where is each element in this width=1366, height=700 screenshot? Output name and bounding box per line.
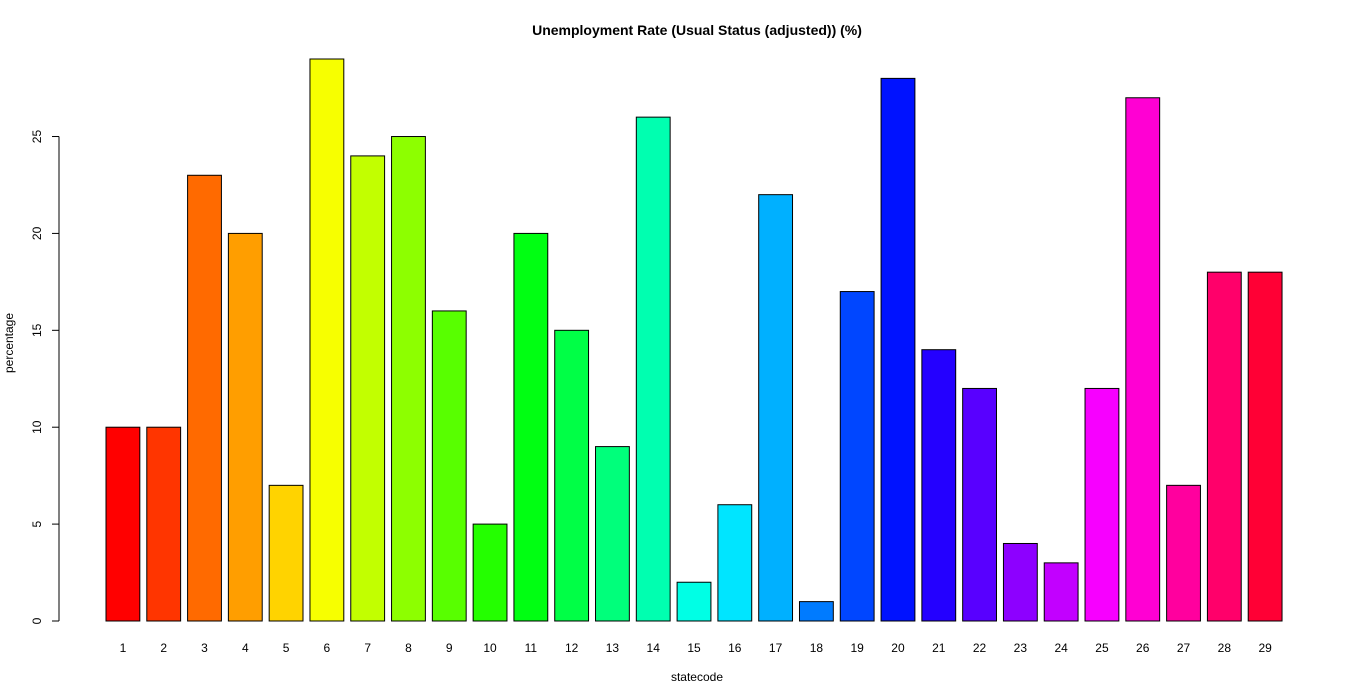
- y-tick-label: 10: [30, 420, 44, 434]
- y-tick-label: 15: [30, 323, 44, 337]
- bar-27: [1166, 484, 1201, 622]
- y-tick-label: 0: [30, 617, 44, 624]
- bar-29: [1247, 271, 1283, 622]
- x-tick-label: 15: [687, 641, 701, 655]
- x-tick-label: 21: [932, 641, 946, 655]
- bar-22: [962, 387, 997, 622]
- bar-17: [758, 194, 794, 622]
- bar-21: [921, 349, 957, 622]
- chart-title: Unemployment Rate (Usual Status (adjuste…: [532, 22, 862, 38]
- bar-15: [676, 581, 712, 622]
- bar-16: [717, 504, 753, 622]
- y-tick-label: 25: [30, 130, 44, 144]
- x-tick-label: 29: [1258, 641, 1272, 655]
- bar-9: [431, 310, 467, 622]
- x-tick-label: 26: [1136, 641, 1150, 655]
- bar-4: [227, 232, 263, 622]
- bar-10: [472, 523, 508, 622]
- y-axis-label: percentage: [2, 313, 16, 373]
- bars-group: [105, 58, 1283, 622]
- bar-25: [1084, 387, 1120, 622]
- x-tick-label: 14: [647, 641, 661, 655]
- bar-24: [1043, 562, 1079, 622]
- bar-2: [146, 426, 182, 622]
- bar-19: [839, 291, 875, 622]
- y-tick-label: 5: [30, 520, 44, 527]
- y-tick-label: 20: [30, 226, 44, 240]
- x-tick-label: 27: [1177, 641, 1191, 655]
- x-tick-label: 10: [483, 641, 497, 655]
- bar-26: [1125, 97, 1161, 622]
- x-tick-label: 20: [891, 641, 905, 655]
- x-tick-label: 8: [405, 641, 412, 655]
- x-axis-label: statecode: [671, 670, 723, 684]
- x-tick-label: 12: [565, 641, 579, 655]
- x-tick-label: 24: [1054, 641, 1068, 655]
- bar-1: [105, 426, 141, 622]
- x-tick-label: 4: [242, 641, 249, 655]
- x-tick-label: 9: [446, 641, 453, 655]
- x-tick-label: 25: [1095, 641, 1109, 655]
- x-tick-label: 13: [606, 641, 620, 655]
- bar-11: [513, 232, 549, 622]
- x-tick-label: 7: [364, 641, 371, 655]
- bar-14: [635, 116, 671, 622]
- x-tick-label: 5: [283, 641, 290, 655]
- bar-28: [1206, 271, 1242, 622]
- x-axis-tick-labels: 1 2 3 4 5 6 7 8 9 10 11 12 13 14 15 16 17 18 19 20 21 22 23 24 2…: [120, 641, 1273, 655]
- bar-23: [1002, 542, 1038, 622]
- bar-5: [268, 484, 304, 622]
- bar-6: [309, 58, 345, 622]
- y-axis: 0 5 10 15 20 25: [30, 130, 60, 624]
- x-tick-label: 19: [851, 641, 865, 655]
- x-tick-label: 6: [324, 641, 331, 655]
- x-tick-label: 23: [1014, 641, 1028, 655]
- bar-7: [350, 155, 386, 622]
- bar-20: [880, 77, 916, 622]
- x-tick-label: 17: [769, 641, 783, 655]
- bar-3: [187, 174, 222, 622]
- x-tick-label: 3: [201, 641, 208, 655]
- x-tick-label: 28: [1218, 641, 1232, 655]
- x-tick-label: 16: [728, 641, 742, 655]
- bar-8: [391, 136, 426, 622]
- x-tick-label: 22: [973, 641, 987, 655]
- x-tick-label: 1: [120, 641, 127, 655]
- bar-12: [554, 329, 590, 622]
- x-tick-label: 11: [525, 641, 538, 655]
- bar-18: [798, 601, 834, 622]
- x-tick-label: 18: [810, 641, 824, 655]
- bar-13: [595, 446, 630, 622]
- x-tick-label: 2: [160, 641, 167, 655]
